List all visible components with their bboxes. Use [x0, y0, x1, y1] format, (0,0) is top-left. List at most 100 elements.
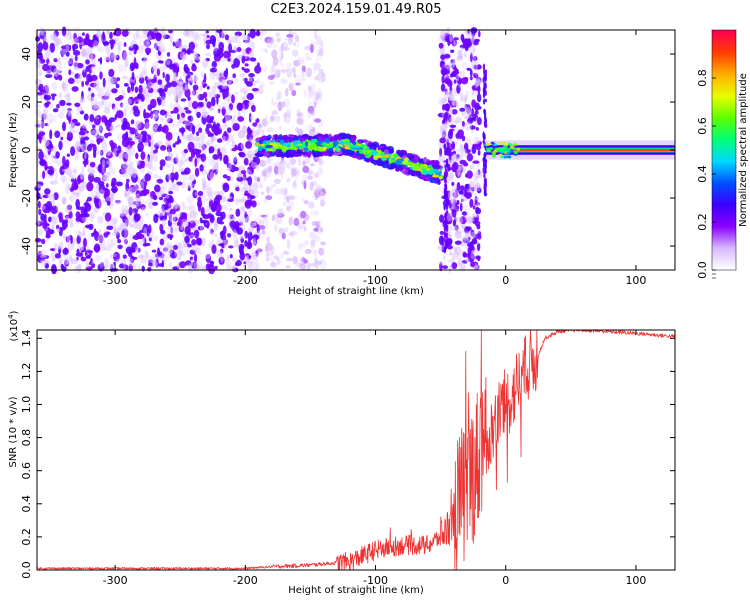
- spectrogram-cell: [170, 251, 178, 259]
- spectrogram-cell: [472, 205, 476, 210]
- spectrogram-cell: [232, 73, 236, 79]
- spectrogram-cell: [463, 192, 470, 198]
- spectrogram-cell: [242, 125, 246, 135]
- spectrogram-cell: [459, 107, 466, 112]
- y-tick-label: 0: [20, 147, 33, 154]
- spectrogram-cell: [453, 246, 458, 252]
- spectrogram-cell: [124, 188, 131, 198]
- spectrogram-cell: [250, 221, 258, 228]
- spectrogram-cell: [53, 145, 58, 154]
- spectrogram-cell: [462, 251, 467, 258]
- spectrogram-cell: [169, 235, 173, 241]
- spectrogram-cell: [304, 89, 308, 98]
- spectrogram-cell: [477, 150, 481, 156]
- spectrogram-cell: [45, 201, 53, 211]
- spectrogram-cell: [207, 130, 212, 137]
- spectrogram-cell: [181, 173, 189, 184]
- spectrogram-cell: [136, 198, 140, 207]
- spectrogram-cell: [255, 80, 259, 84]
- spectrogram-cell: [86, 145, 92, 152]
- spectrogram-cell: [124, 218, 133, 226]
- spectrogram-cell: [166, 153, 174, 162]
- spectrogram-cell: [227, 57, 231, 62]
- spectrogram-cell: [83, 237, 87, 248]
- spectrogram-cell: [487, 149, 491, 153]
- spectrogram-cell: [85, 259, 89, 266]
- spectrogram-cell: [140, 130, 148, 136]
- spectrogram-cell: [309, 181, 314, 191]
- spectrogram-cell: [96, 138, 103, 143]
- spectrogram-cell: [48, 103, 54, 110]
- spectrogram-cell: [164, 156, 172, 161]
- spectrogram-cell: [135, 75, 141, 79]
- spectrogram-cell: [211, 237, 215, 242]
- spectrogram-cell: [169, 213, 176, 224]
- spectrogram-cell: [40, 213, 45, 222]
- spectrogram-cell: [58, 241, 64, 250]
- spectrogram-cell: [247, 231, 253, 241]
- spectrogram-cell: [124, 227, 129, 236]
- spectrogram-cell: [145, 121, 149, 131]
- spectrogram-cell: [227, 265, 231, 270]
- spectrogram-cell: [334, 141, 340, 145]
- spectrogram-cell: [173, 97, 178, 103]
- spectrogram-cell: [198, 141, 203, 146]
- spectrogram-cell: [144, 249, 148, 258]
- spectrogram-cell: [252, 117, 258, 121]
- spectrogram-cell: [322, 151, 331, 156]
- spectrogram-cell: [163, 245, 170, 253]
- spectrogram-cell: [117, 44, 122, 51]
- spectrogram-cell: [64, 44, 70, 52]
- spectrogram-cell: [85, 80, 89, 86]
- spectrogram-cell: [235, 186, 240, 192]
- spectrogram-cell: [245, 81, 253, 87]
- spectrogram-cell: [344, 149, 350, 153]
- spectrogram-cell: [51, 192, 55, 200]
- spectrogram-cell: [465, 115, 474, 119]
- spectrogram-cell: [89, 212, 95, 222]
- spectrogram-cell: [175, 43, 182, 48]
- spectrogram-cell: [43, 33, 47, 42]
- spectrogram-cell: [81, 181, 87, 188]
- spectrogram-cell: [172, 244, 179, 251]
- spectrogram-cell: [471, 89, 475, 96]
- spectrogram-cell: [45, 230, 51, 237]
- spectrogram-cell: [407, 169, 415, 175]
- spectrogram-cell: [265, 144, 273, 149]
- spectrogram-cell: [130, 82, 135, 92]
- spectrogram-cell: [319, 198, 326, 205]
- spectrogram-cell: [147, 267, 152, 272]
- spectrogram-cell: [415, 170, 422, 177]
- spectrogram-cell: [75, 145, 80, 156]
- spectrogram-cell: [310, 43, 314, 54]
- spectrogram-cell: [182, 82, 188, 91]
- spectrogram-cell: [168, 190, 174, 195]
- spectrogram-cell: [253, 218, 257, 226]
- spectrogram-cell: [273, 143, 279, 149]
- spectrogram-cell: [179, 76, 183, 83]
- spectrogram-cell: [130, 135, 138, 140]
- spectrogram-cell: [121, 137, 130, 148]
- spectrogram-cell: [461, 211, 467, 216]
- spectrogram-cell: [150, 147, 154, 153]
- spectrogram-cell: [244, 35, 251, 45]
- spectrogram-cell: [234, 182, 242, 187]
- spectrogram-cell: [65, 44, 70, 52]
- spectrogram-cell: [218, 256, 225, 265]
- y-tick-label: 0.0: [20, 561, 33, 579]
- spectrogram-cell: [38, 208, 42, 216]
- spectrogram-cell: [139, 217, 144, 225]
- spectrogram-cell: [133, 213, 141, 222]
- spectrogram-cell: [193, 253, 198, 263]
- spectrogram-cell: [167, 173, 172, 181]
- spectrogram-cell: [172, 64, 178, 68]
- spectrogram-cell: [153, 110, 159, 118]
- spectrogram-cell: [34, 185, 41, 192]
- x-tick-label: 0: [502, 574, 509, 587]
- spectrogram-cell: [277, 102, 283, 112]
- spectrogram-cell: [175, 70, 178, 78]
- spectrogram-cell: [202, 58, 209, 69]
- spectrogram-cell: [59, 257, 63, 267]
- spectrogram-cell: [160, 145, 167, 151]
- spectrogram-cell: [238, 151, 245, 156]
